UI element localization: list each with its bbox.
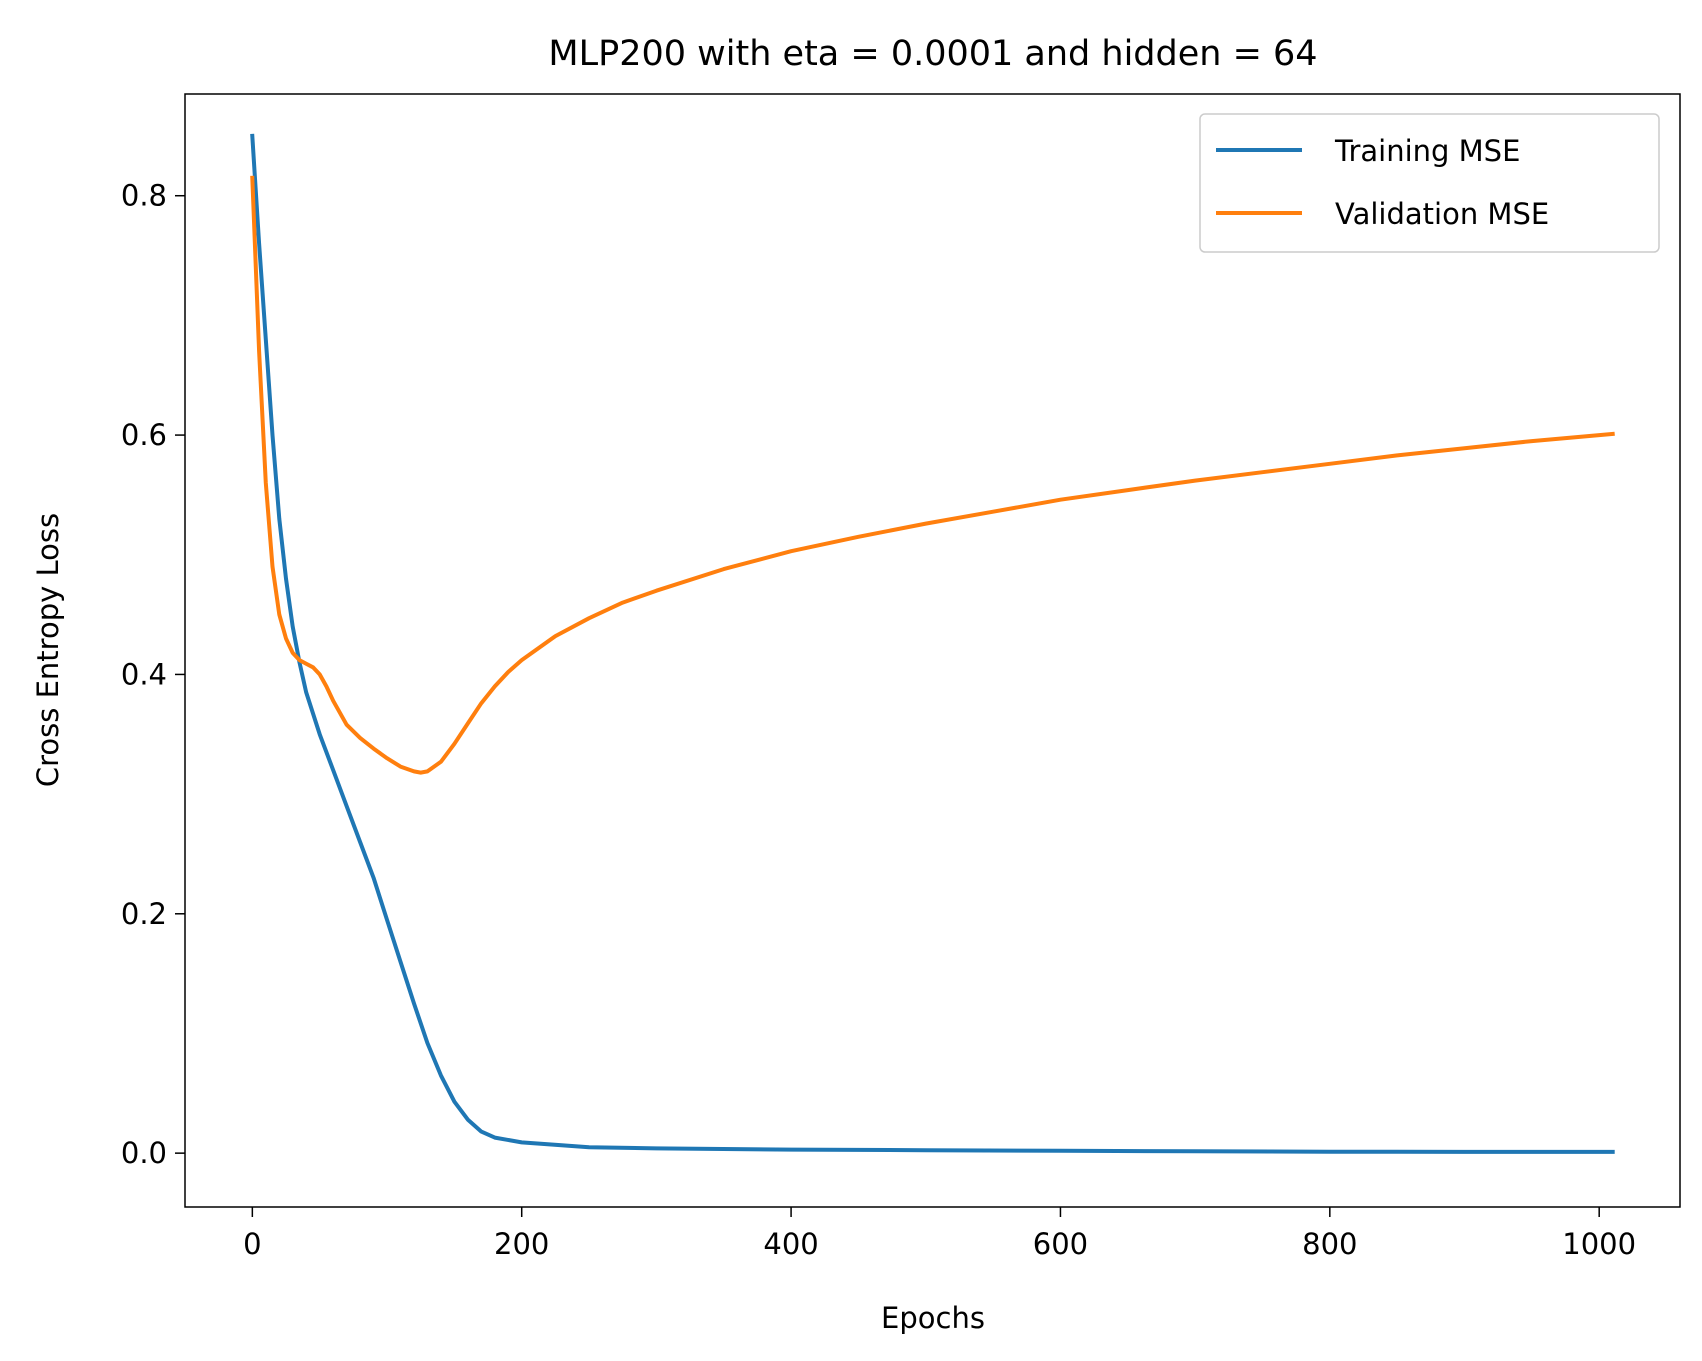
x-tick-label: 0	[243, 1227, 261, 1261]
x-tick-label: 800	[1302, 1227, 1357, 1261]
y-tick-label: 0.8	[121, 179, 167, 213]
x-tick-label: 200	[494, 1227, 549, 1261]
series-layer	[250, 133, 1615, 1154]
legend-box	[1199, 113, 1660, 253]
x-tick-label: 600	[1033, 1227, 1088, 1261]
chart-title: MLP200 with eta = 0.0001 and hidden = 64	[548, 34, 1317, 74]
x-tick-label: 1000	[1562, 1227, 1636, 1261]
legend-label-validation: Validation MSE	[1335, 197, 1549, 231]
y-tick-label: 0.6	[121, 418, 167, 452]
ticks-layer: 0 200 400 600 800 1000 0.0 0.2 0.4 0.6 0.8	[121, 179, 1636, 1261]
training-mse-line	[250, 133, 1615, 1154]
y-tick-label: 0.0	[121, 1136, 167, 1170]
y-axis-label: Cross Entropy Loss	[31, 513, 65, 787]
plot-frame	[184, 93, 1681, 1208]
y-tick-label: 0.2	[121, 897, 167, 931]
legend-label-training: Training MSE	[1334, 134, 1520, 168]
x-tick-label: 400	[763, 1227, 818, 1261]
y-tick-label: 0.4	[121, 657, 167, 691]
x-axis-label: Epochs	[881, 1301, 985, 1335]
legend: Training MSE Validation MSE	[1199, 113, 1660, 253]
validation-mse-line	[250, 175, 1615, 775]
